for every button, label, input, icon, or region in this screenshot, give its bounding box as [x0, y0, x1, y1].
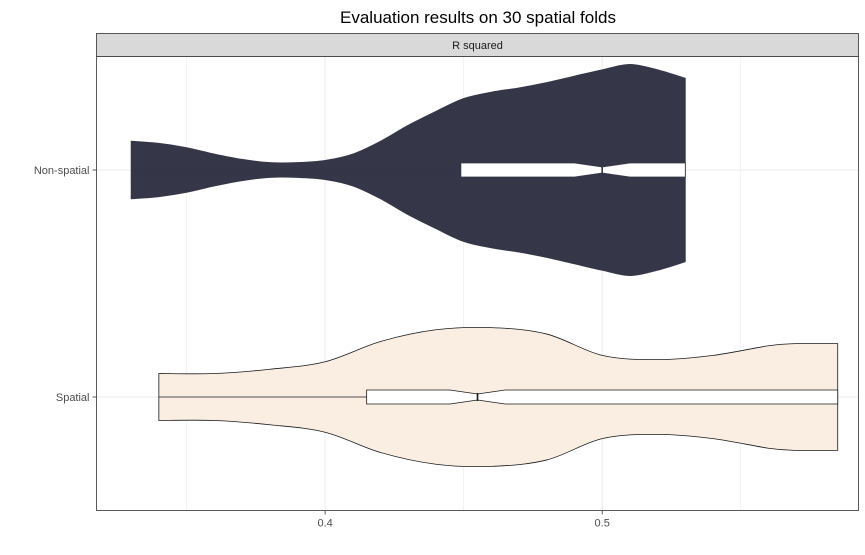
violins: [130, 63, 839, 468]
chart-title: Evaluation results on 30 spatial folds: [340, 8, 616, 27]
notched-box: [366, 389, 839, 405]
x-tick-label: 0.4: [317, 518, 332, 530]
panel-border: [96, 56, 859, 511]
x-tick-label: 0.5: [595, 518, 610, 530]
y-tick-label: Non-spatial: [34, 165, 90, 177]
y-tick-label: Spatial: [56, 392, 90, 404]
facet-strip-label: R squared: [452, 40, 503, 52]
notched-box: [460, 162, 686, 178]
axes: 0.4 0.5 Non-spatial Spatial: [34, 165, 610, 530]
